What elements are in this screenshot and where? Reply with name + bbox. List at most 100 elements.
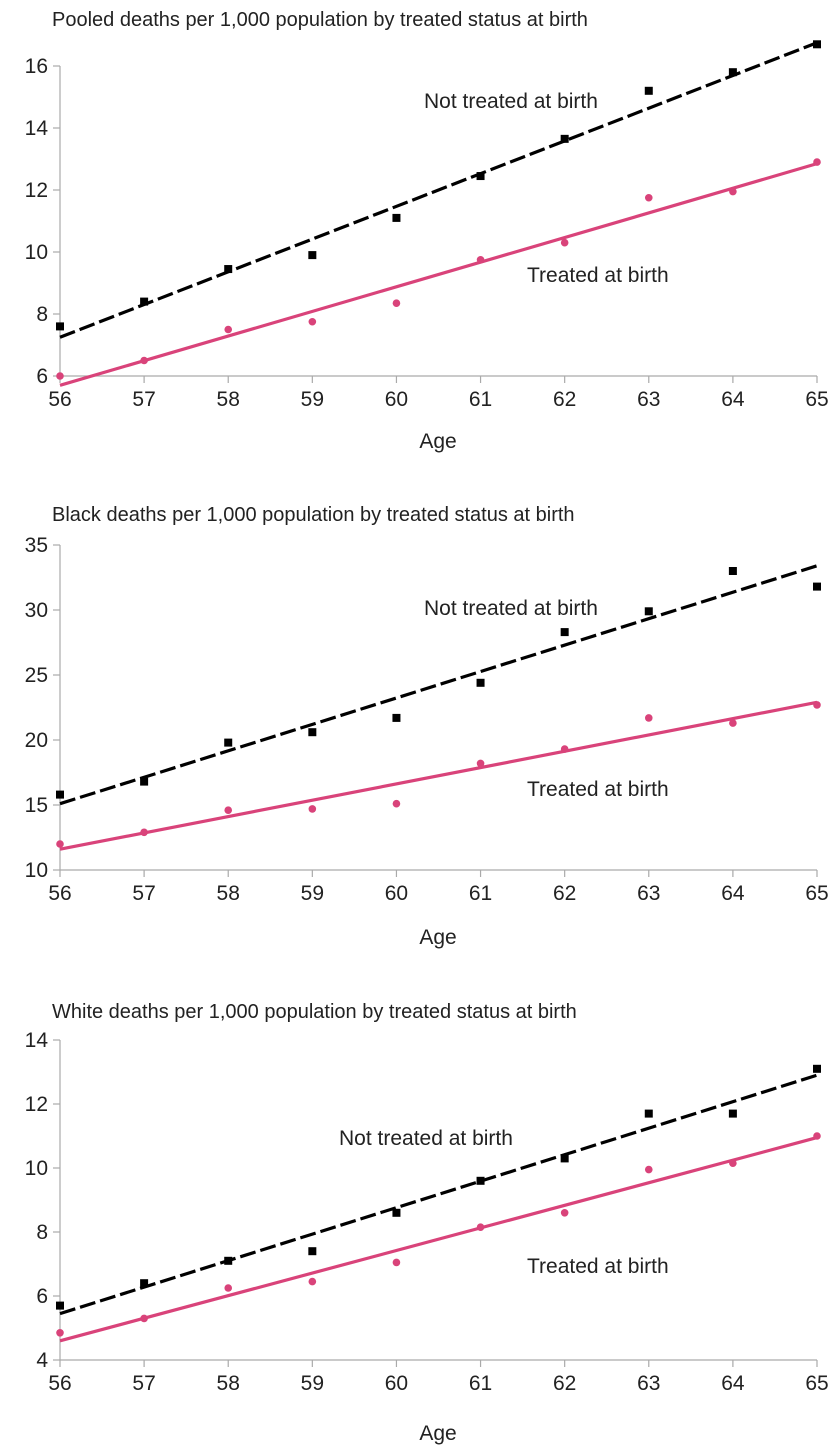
y-tick-label: 35 bbox=[25, 534, 48, 557]
x-tick-label: 65 bbox=[805, 882, 828, 905]
point-treated bbox=[393, 299, 401, 307]
annotation-treated: Treated at birth bbox=[527, 1255, 669, 1278]
point-treated bbox=[561, 1209, 569, 1217]
point-not-treated bbox=[392, 714, 400, 722]
x-tick-label: 64 bbox=[721, 882, 745, 905]
x-tick-label: 57 bbox=[132, 1372, 155, 1395]
point-not-treated bbox=[729, 1110, 737, 1118]
point-treated bbox=[56, 840, 64, 848]
trend-line-treated bbox=[60, 164, 817, 386]
x-tick-label: 56 bbox=[48, 388, 71, 411]
point-treated bbox=[393, 1259, 401, 1267]
point-not-treated bbox=[224, 1257, 232, 1265]
point-not-treated bbox=[392, 1209, 400, 1217]
x-tick-label: 58 bbox=[217, 388, 240, 411]
y-tick-label: 12 bbox=[25, 1093, 48, 1116]
x-tick-label: 65 bbox=[805, 1372, 828, 1395]
y-tick-label: 25 bbox=[25, 664, 48, 687]
point-not-treated bbox=[224, 739, 232, 747]
point-not-treated bbox=[729, 68, 737, 76]
y-tick-label: 6 bbox=[36, 365, 48, 388]
point-not-treated bbox=[561, 628, 569, 636]
plot-area-black: 10 15 20 25 30 35 56 57 58 59 60 61 62 63 64 65 bbox=[25, 534, 829, 905]
point-not-treated bbox=[56, 322, 64, 330]
annotation-not-treated: Not treated at birth bbox=[424, 597, 598, 620]
x-tick-label: 62 bbox=[553, 882, 576, 905]
annotation-treated: Treated at birth bbox=[527, 778, 669, 801]
x-tick-label: 62 bbox=[553, 1372, 576, 1395]
point-treated bbox=[224, 1284, 232, 1292]
x-tick-label: 56 bbox=[48, 882, 71, 905]
x-tick-label: 58 bbox=[217, 882, 240, 905]
point-not-treated bbox=[813, 1065, 821, 1073]
y-tick-label: 6 bbox=[36, 1285, 48, 1308]
panel-pooled: Pooled deaths per 1,000 population by tr… bbox=[25, 9, 829, 453]
point-not-treated bbox=[308, 1247, 316, 1255]
trend-line-not-treated bbox=[60, 43, 817, 338]
chart-title: White deaths per 1,000 population by tre… bbox=[52, 1001, 577, 1023]
x-tick-label: 61 bbox=[469, 388, 492, 411]
point-not-treated bbox=[729, 567, 737, 575]
x-tick-label: 59 bbox=[301, 882, 324, 905]
x-tick-label: 63 bbox=[637, 882, 660, 905]
point-treated bbox=[309, 1278, 317, 1286]
point-not-treated bbox=[561, 1154, 569, 1162]
panel-black: Black deaths per 1,000 population by tre… bbox=[25, 504, 829, 949]
x-tick-label: 63 bbox=[637, 388, 660, 411]
y-tick-label: 20 bbox=[25, 729, 48, 752]
point-not-treated bbox=[645, 1110, 653, 1118]
y-tick-label: 16 bbox=[25, 55, 48, 78]
y-tick-label: 8 bbox=[36, 1221, 48, 1244]
trend-line-not-treated bbox=[60, 1075, 817, 1313]
point-treated bbox=[56, 372, 64, 380]
point-not-treated bbox=[477, 172, 485, 180]
point-treated bbox=[224, 806, 232, 814]
y-tick-label: 14 bbox=[25, 1029, 49, 1052]
y-tick-label: 14 bbox=[25, 117, 49, 140]
x-tick-label: 58 bbox=[217, 1372, 240, 1395]
point-treated bbox=[561, 745, 569, 753]
point-not-treated bbox=[56, 1302, 64, 1310]
y-tick-label: 10 bbox=[25, 1157, 48, 1180]
chart-title: Black deaths per 1,000 population by tre… bbox=[52, 504, 575, 526]
x-tick-label: 60 bbox=[385, 1372, 408, 1395]
point-treated bbox=[477, 1223, 485, 1231]
y-tick-label: 10 bbox=[25, 859, 48, 882]
y-tick-label: 15 bbox=[25, 794, 48, 817]
point-treated bbox=[393, 800, 401, 808]
annotation-not-treated: Not treated at birth bbox=[424, 90, 598, 113]
point-treated bbox=[309, 805, 317, 813]
x-tick-label: 60 bbox=[385, 882, 408, 905]
x-tick-label: 57 bbox=[132, 882, 155, 905]
y-tick-label: 12 bbox=[25, 179, 48, 202]
point-not-treated bbox=[813, 40, 821, 48]
x-axis-label: Age bbox=[419, 430, 456, 453]
point-treated bbox=[224, 326, 232, 334]
point-treated bbox=[729, 188, 737, 196]
point-not-treated bbox=[140, 298, 148, 306]
trend-line-treated bbox=[60, 1138, 817, 1341]
x-tick-label: 64 bbox=[721, 388, 745, 411]
y-tick-label: 8 bbox=[36, 303, 48, 326]
x-tick-label: 65 bbox=[805, 388, 828, 411]
plot-area-white: 4 6 8 10 12 14 56 57 58 59 60 61 62 63 64 65 bbox=[25, 1029, 829, 1395]
point-not-treated bbox=[477, 1177, 485, 1185]
point-treated bbox=[477, 256, 485, 264]
x-tick-label: 56 bbox=[48, 1372, 71, 1395]
y-tick-label: 30 bbox=[25, 599, 48, 622]
x-tick-label: 60 bbox=[385, 388, 408, 411]
point-treated bbox=[729, 1159, 737, 1167]
point-not-treated bbox=[308, 251, 316, 259]
chart-title: Pooled deaths per 1,000 population by tr… bbox=[52, 9, 588, 31]
point-treated bbox=[140, 357, 148, 365]
x-tick-label: 61 bbox=[469, 882, 492, 905]
x-tick-label: 63 bbox=[637, 1372, 660, 1395]
point-not-treated bbox=[645, 607, 653, 615]
point-treated bbox=[813, 158, 821, 166]
y-tick-label: 10 bbox=[25, 241, 48, 264]
y-tick-label: 4 bbox=[36, 1349, 48, 1372]
point-not-treated bbox=[645, 87, 653, 95]
x-tick-label: 61 bbox=[469, 1372, 492, 1395]
x-tick-label: 62 bbox=[553, 388, 576, 411]
